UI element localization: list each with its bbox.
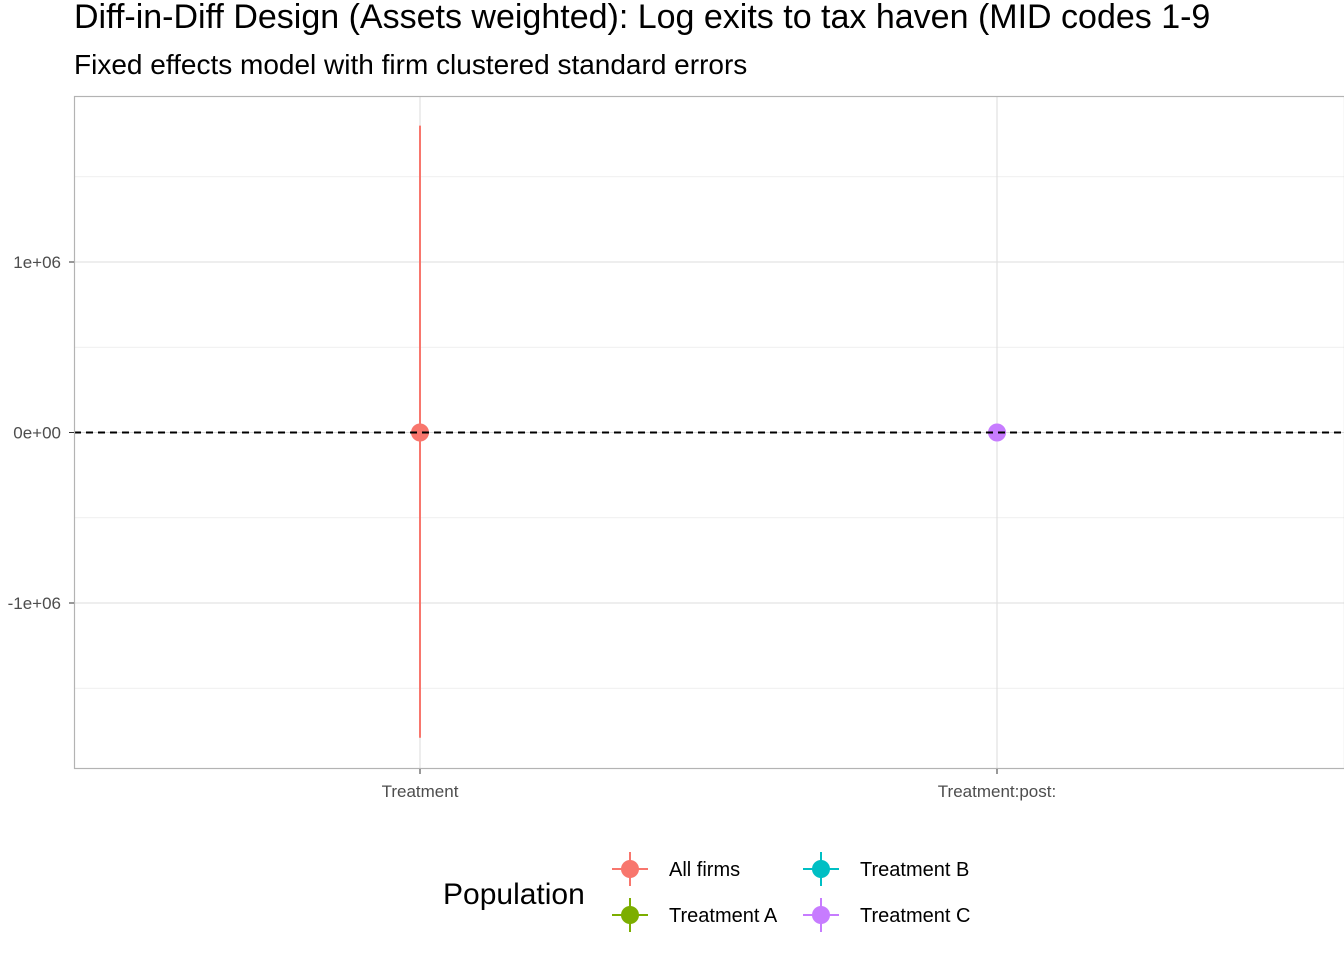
legend-item: All firms — [612, 852, 740, 886]
legend-label: Treatment A — [669, 905, 778, 927]
plot-panel — [73, 95, 1344, 770]
legend: Population All firms Treatment A Treatment… — [443, 852, 970, 932]
chart-title: Diff-in-Diff Design (Assets weighted): L… — [74, 0, 1210, 36]
legend-label: All firms — [669, 859, 740, 881]
legend-key-point — [812, 906, 830, 924]
legend-key-point — [621, 860, 639, 878]
x-tick-label: Treatment:post: — [938, 782, 1056, 801]
point-estimate — [988, 423, 1006, 442]
y-tick-label: -1e+06 — [8, 594, 61, 613]
panel-border — [73, 95, 1344, 770]
y-tick-label: 0e+00 — [13, 424, 61, 443]
chart-subtitle: Fixed effects model with firm clustered … — [74, 49, 747, 80]
y-axis: -1e+06 0e+00 1e+06 — [8, 253, 74, 613]
legend-key-point — [621, 906, 639, 924]
legend-key-point — [812, 860, 830, 878]
x-axis: Treatment Treatment:post: — [382, 769, 1056, 801]
legend-item: Treatment B — [803, 852, 969, 886]
legend-item: Treatment C — [803, 898, 970, 932]
legend-title: Population — [443, 878, 585, 911]
legend-items: All firms Treatment A Treatment B Treatment… — [612, 852, 970, 932]
point-estimate — [411, 423, 429, 442]
legend-label: Treatment B — [860, 859, 969, 881]
legend-label: Treatment C — [860, 905, 970, 927]
legend-item: Treatment A — [612, 898, 778, 932]
data-marks — [74, 125, 1344, 738]
x-tick-label: Treatment — [382, 782, 459, 801]
y-tick-label: 1e+06 — [13, 253, 61, 272]
